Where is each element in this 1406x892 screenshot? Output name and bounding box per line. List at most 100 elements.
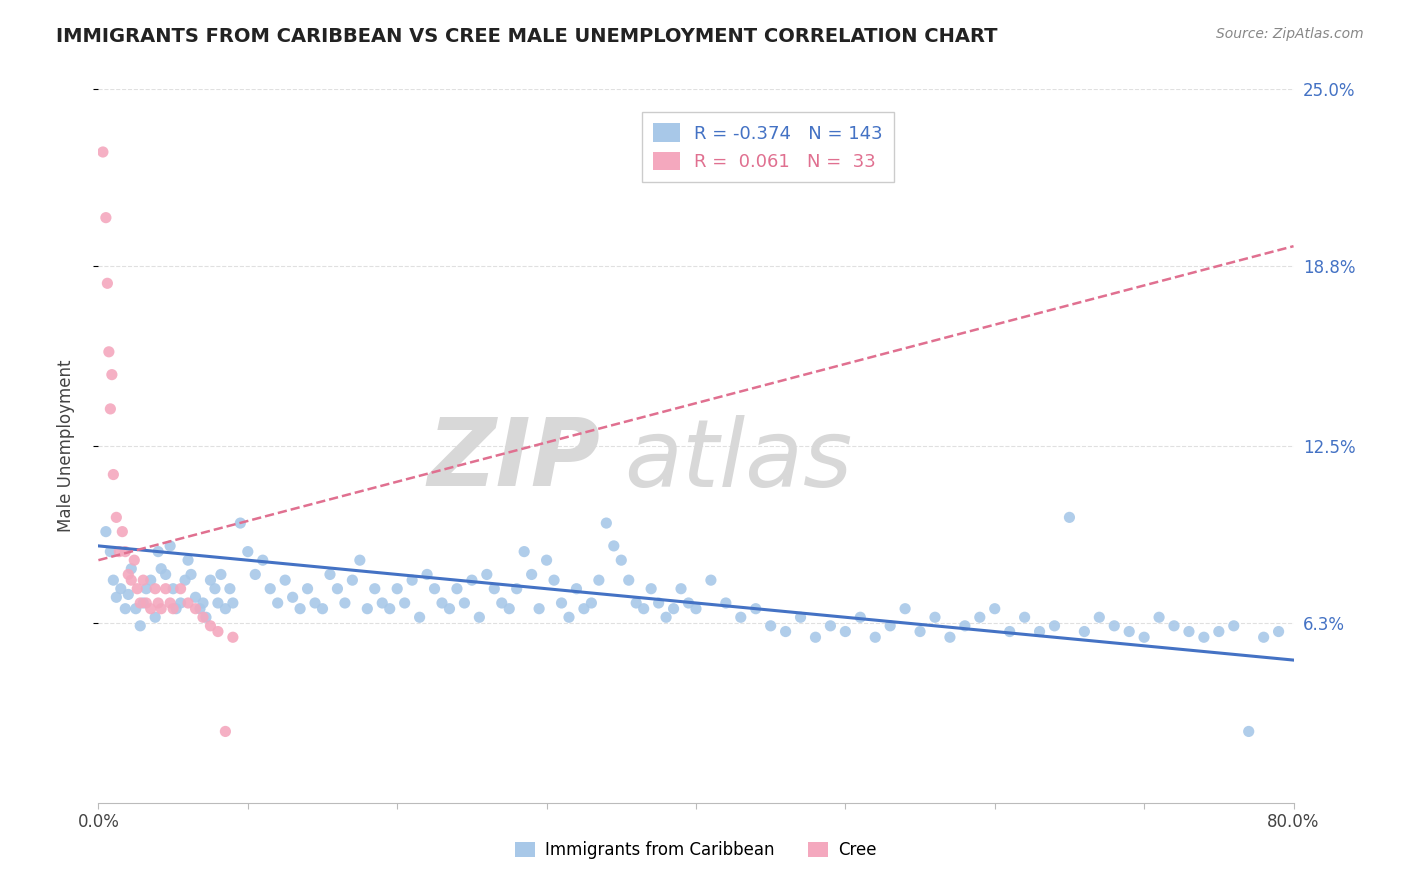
- Point: [288, 601, 311, 615]
- Text: Source: ZipAtlas.com: Source: ZipAtlas.com: [1216, 27, 1364, 41]
- Point: [595, 516, 617, 530]
- Point: [342, 573, 364, 587]
- Point: [94, 524, 117, 539]
- Point: [1208, 624, 1230, 639]
- Point: [148, 596, 170, 610]
- Point: [155, 567, 177, 582]
- Point: [188, 601, 211, 615]
- Point: [468, 610, 491, 624]
- Point: [105, 510, 128, 524]
- Point: [356, 601, 378, 615]
- Point: [169, 582, 191, 596]
- Point: [184, 601, 207, 615]
- Point: [1267, 624, 1289, 639]
- Point: [127, 582, 149, 596]
- Point: [558, 610, 581, 624]
- Point: [105, 591, 128, 605]
- Point: [1043, 619, 1066, 633]
- Point: [110, 582, 132, 596]
- Point: [319, 567, 342, 582]
- Point: [274, 573, 297, 587]
- Point: [111, 524, 134, 539]
- Point: [229, 516, 252, 530]
- Point: [259, 582, 281, 596]
- Point: [700, 573, 723, 587]
- Point: [640, 582, 662, 596]
- Point: [453, 596, 475, 610]
- Point: [446, 582, 468, 596]
- Point: [143, 610, 166, 624]
- Point: [804, 630, 827, 644]
- Point: [572, 601, 595, 615]
- Point: [969, 610, 991, 624]
- Point: [879, 619, 901, 633]
- Point: [245, 567, 267, 582]
- Point: [219, 582, 242, 596]
- Point: [924, 610, 946, 624]
- Text: ZIP: ZIP: [427, 414, 600, 507]
- Point: [148, 544, 170, 558]
- Point: [1073, 624, 1095, 639]
- Point: [1178, 624, 1201, 639]
- Point: [117, 567, 139, 582]
- Point: [120, 562, 142, 576]
- Point: [143, 582, 166, 596]
- Point: [125, 601, 148, 615]
- Point: [1237, 724, 1260, 739]
- Point: [103, 573, 125, 587]
- Point: [150, 562, 173, 576]
- Point: [633, 601, 655, 615]
- Point: [1223, 619, 1246, 633]
- Point: [520, 567, 543, 582]
- Point: [139, 573, 162, 587]
- Point: [669, 582, 692, 596]
- Point: [834, 624, 856, 639]
- Point: [200, 573, 222, 587]
- Point: [385, 582, 409, 596]
- Point: [550, 596, 572, 610]
- Point: [1253, 630, 1275, 644]
- Point: [685, 601, 707, 615]
- Point: [565, 582, 588, 596]
- Point: [647, 596, 669, 610]
- Point: [953, 619, 976, 633]
- Point: [849, 610, 872, 624]
- Point: [820, 619, 842, 633]
- Point: [678, 596, 700, 610]
- Point: [1028, 624, 1050, 639]
- Point: [162, 601, 184, 615]
- Point: [789, 610, 811, 624]
- Point: [617, 573, 640, 587]
- Y-axis label: Male Unemployment: Male Unemployment: [56, 359, 75, 533]
- Point: [132, 573, 155, 587]
- Point: [214, 601, 236, 615]
- Point: [191, 610, 214, 624]
- Point: [222, 630, 245, 644]
- Point: [655, 610, 678, 624]
- Point: [1014, 610, 1036, 624]
- Point: [998, 624, 1021, 639]
- Point: [159, 539, 181, 553]
- Point: [304, 596, 326, 610]
- Point: [177, 596, 200, 610]
- Point: [200, 619, 222, 633]
- Point: [124, 553, 146, 567]
- Point: [129, 596, 152, 610]
- Point: [267, 596, 290, 610]
- Point: [536, 553, 558, 567]
- Point: [159, 596, 181, 610]
- Point: [236, 544, 259, 558]
- Point: [101, 368, 124, 382]
- Point: [745, 601, 768, 615]
- Point: [333, 596, 356, 610]
- Point: [191, 596, 214, 610]
- Point: [174, 573, 197, 587]
- Point: [475, 567, 498, 582]
- Point: [150, 601, 173, 615]
- Legend: Immigrants from Caribbean, Cree: Immigrants from Caribbean, Cree: [509, 835, 883, 866]
- Point: [180, 567, 202, 582]
- Point: [984, 601, 1007, 615]
- Point: [894, 601, 917, 615]
- Point: [135, 582, 157, 596]
- Point: [1192, 630, 1215, 644]
